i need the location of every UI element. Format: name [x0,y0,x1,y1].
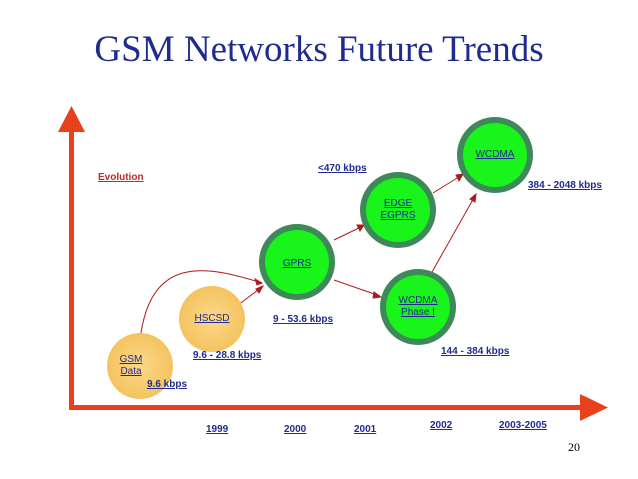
year-label: 2000 [284,424,307,435]
year-label: 2001 [354,424,377,435]
connector-gprs-wcdma1 [333,279,381,297]
y-axis-label: Evolution [98,172,144,183]
y-axis-line [69,128,74,410]
y-axis-arrowhead [58,106,85,132]
connector-gprs-wcdma1-arrowhead [372,291,383,299]
node-gsm-circle [107,333,173,399]
node-gprs-label: GPRS [282,258,312,269]
node-hscsd-circle [179,286,245,352]
slide-title: GSM Networks Future Trends [94,29,544,70]
x-axis-arrowhead [580,394,608,421]
node-gsm-label: GSM Data [119,354,143,377]
connector-gsm-gprs [139,270,263,341]
axes [58,106,608,421]
rate-label-hscsd: 9.6 - 28.8 kbps [193,350,262,361]
connector-hscsd-gprs-arrowhead [255,284,265,294]
year-label: 2003-2005 [499,420,547,431]
x-axis-line [71,405,583,410]
connector-wcdma1-wcdma [431,195,476,273]
node-hscsd-label: HSCSD [194,313,230,324]
node-wcdma-circle [463,123,527,187]
node-wcdma1-circle [386,275,450,339]
rate-label-wcdma: 384 - 2048 kbps [528,180,602,191]
rate-label-edge: <470 kbps [318,163,367,174]
node-wcdma-label: WCDMA [475,149,515,160]
rate-label-gprs: 9 - 53.6 kbps [273,314,334,325]
connector-wcdma1-wcdma-arrowhead [469,192,477,203]
node-gprs-circle [265,230,329,294]
node-edge-circle [366,178,430,242]
rate-label-gsm: 9.6 kbps [147,379,188,390]
year-label: 1999 [206,424,229,435]
nodes [107,117,533,399]
page-number: 20 [568,440,580,454]
connectors [139,173,477,341]
connector-gsm-gprs-arrowhead [254,277,264,286]
node-wcdma1-label: WCDMA Phase I [398,295,438,318]
rate-label-wcdma1: 144 - 384 kbps [441,346,510,357]
year-label: 2002 [430,420,453,431]
connector-edge-wcdma-arrowhead [455,173,464,183]
node-edge-label: EDGE EGPRS [380,198,416,221]
connector-gprs-edge-arrowhead [356,224,365,232]
